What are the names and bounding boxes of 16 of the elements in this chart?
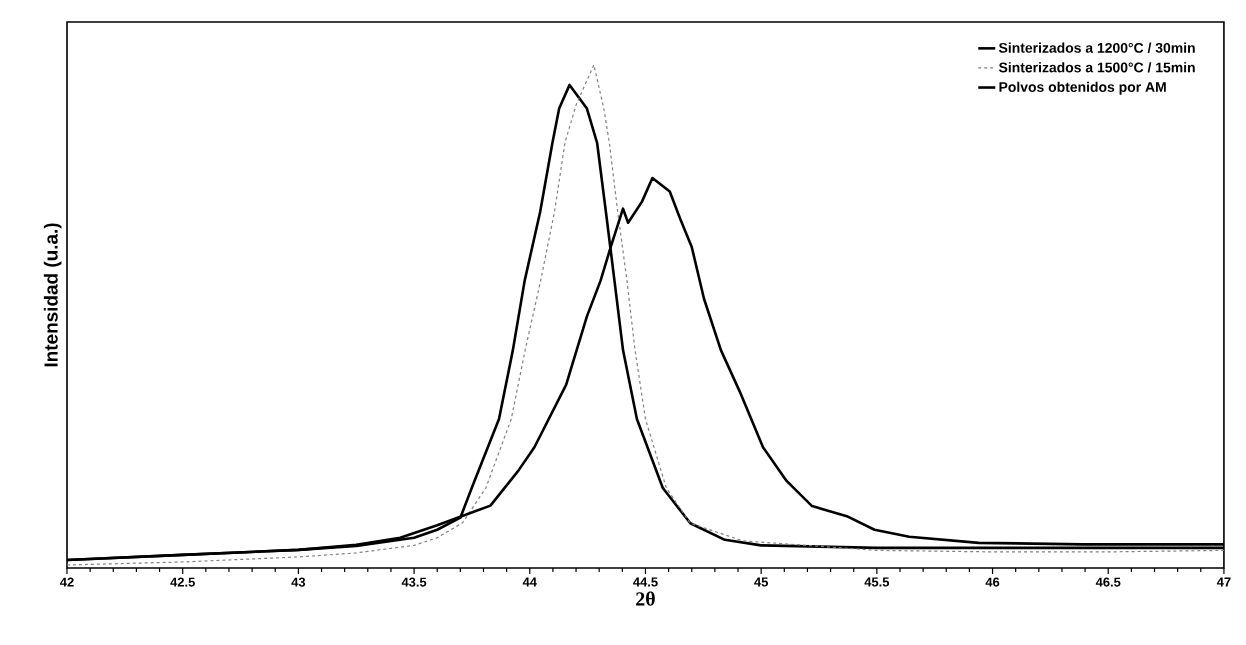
- x-tick-label: 42.5: [170, 577, 195, 587]
- legend-label: Sinterizados a 1200°C / 30min: [998, 42, 1195, 53]
- x-tick-label: 44: [522, 577, 537, 587]
- x-tick-label: 43.5: [401, 577, 427, 587]
- x-tick-label: 42: [60, 577, 74, 587]
- x-tick-label: 45: [754, 577, 768, 587]
- legend-label: Sinterizados a 1500°C / 15min: [998, 62, 1195, 73]
- x-tick-label: 46.5: [1095, 577, 1121, 587]
- y-axis-title: Intensidad (u.a.): [43, 223, 62, 367]
- x-tick-label: 47: [1216, 577, 1231, 587]
- x-axis-title: 2θ: [636, 591, 655, 606]
- legend-label: Polvos obtenidos por AM: [999, 81, 1166, 95]
- x-tick-label: 46: [985, 577, 1000, 587]
- x-tick-label: 44.5: [633, 577, 658, 587]
- x-tick-label: 45.5: [864, 577, 890, 587]
- x-tick-label: 43: [291, 577, 306, 587]
